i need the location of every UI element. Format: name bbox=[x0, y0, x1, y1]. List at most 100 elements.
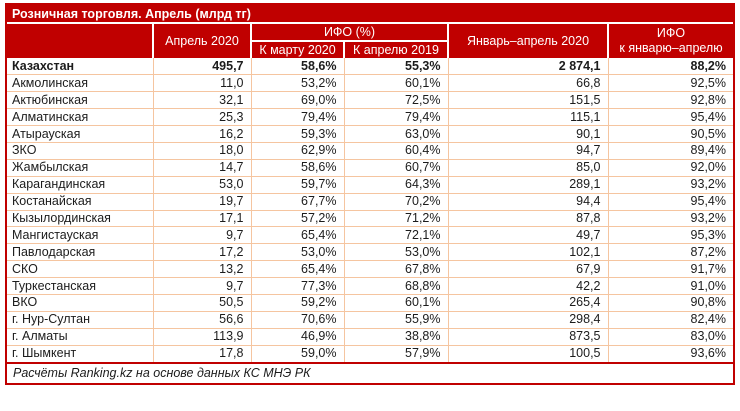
value-cell: 79,4% bbox=[250, 108, 345, 127]
value-cell: 11,0 bbox=[152, 74, 252, 93]
value-cell: 82,4% bbox=[607, 310, 733, 329]
value-cell: 58,6% bbox=[250, 58, 345, 76]
table-row: Павлодарская 17,2 53,0% 53,0% 102,1 87,2% bbox=[7, 243, 733, 262]
value-cell: 67,7% bbox=[250, 192, 345, 211]
region-cell: г. Нур-Султан bbox=[7, 310, 154, 329]
source-note: Расчёты Ranking.kz на основе данных КС М… bbox=[7, 362, 733, 383]
value-cell: 60,4% bbox=[343, 141, 449, 160]
value-cell: 42,2 bbox=[447, 277, 609, 295]
value-cell: 151,5 bbox=[447, 91, 609, 110]
value-cell: 53,0 bbox=[152, 175, 252, 194]
value-cell: 85,0 bbox=[447, 158, 609, 177]
value-cell: 91,7% bbox=[607, 260, 733, 279]
region-cell: Кызылординская bbox=[7, 209, 154, 228]
table-row: г. Шымкент 17,8 59,0% 57,9% 100,5 93,6% bbox=[7, 344, 733, 363]
value-cell: 59,0% bbox=[250, 344, 345, 363]
value-cell: 70,2% bbox=[343, 192, 449, 211]
value-cell: 17,1 bbox=[152, 209, 252, 228]
value-cell: 53,0% bbox=[250, 243, 345, 262]
table-row: Актюбинская 32,1 69,0% 72,5% 151,5 92,8% bbox=[7, 91, 733, 110]
region-cell: Туркестанская bbox=[7, 277, 154, 295]
value-cell: 53,2% bbox=[250, 74, 345, 93]
value-cell: 90,1 bbox=[447, 125, 609, 143]
table-row: Туркестанская 9,7 77,3% 68,8% 42,2 91,0% bbox=[7, 277, 733, 295]
region-cell: Атырауская bbox=[7, 125, 154, 143]
col-header-to-march-2020: К марту 2020 bbox=[251, 41, 345, 58]
value-cell: 17,8 bbox=[152, 344, 252, 363]
value-cell: 32,1 bbox=[152, 91, 252, 110]
region-cell: г. Шымкент bbox=[7, 344, 154, 363]
value-cell: 79,4% bbox=[343, 108, 449, 127]
region-cell: г. Алматы bbox=[7, 327, 154, 346]
region-cell: Актюбинская bbox=[7, 91, 154, 110]
value-cell: 298,4 bbox=[447, 310, 609, 329]
region-cell: ВКО bbox=[7, 293, 154, 312]
value-cell: 62,9% bbox=[250, 141, 345, 160]
value-cell: 60,1% bbox=[343, 293, 449, 312]
region-cell: СКО bbox=[7, 260, 154, 279]
table-header: Апрель 2020 ИФО (%) Январь–апрель 2020 И… bbox=[7, 24, 733, 58]
value-cell: 55,9% bbox=[343, 310, 449, 329]
value-cell: 57,2% bbox=[250, 209, 345, 228]
value-cell: 72,5% bbox=[343, 91, 449, 110]
col-header-ifo-jan-apr: ИФО к январю–апрелю bbox=[608, 24, 733, 58]
value-cell: 115,1 bbox=[447, 108, 609, 127]
value-cell: 59,3% bbox=[250, 125, 345, 143]
col-header-ifo-group: ИФО (%) bbox=[251, 24, 449, 42]
region-cell: Карагандинская bbox=[7, 175, 154, 194]
table-row: Костанайская 19,7 67,7% 70,2% 94,4 95,4% bbox=[7, 192, 733, 211]
value-cell: 113,9 bbox=[152, 327, 252, 346]
value-cell: 58,6% bbox=[250, 158, 345, 177]
value-cell: 102,1 bbox=[447, 243, 609, 262]
region-cell: Мангистауская bbox=[7, 226, 154, 245]
value-cell: 95,4% bbox=[607, 108, 733, 127]
value-cell: 77,3% bbox=[250, 277, 345, 295]
value-cell: 68,8% bbox=[343, 277, 449, 295]
value-cell: 9,7 bbox=[152, 226, 252, 245]
value-cell: 289,1 bbox=[447, 175, 609, 194]
col-header-to-april-2019: К апрелю 2019 bbox=[344, 41, 449, 58]
table-row: Атырауская 16,2 59,3% 63,0% 90,1 90,5% bbox=[7, 125, 733, 143]
col-header-region bbox=[7, 24, 154, 58]
value-cell: 92,0% bbox=[607, 158, 733, 177]
value-cell: 14,7 bbox=[152, 158, 252, 177]
value-cell: 65,4% bbox=[250, 226, 345, 245]
value-cell: 38,8% bbox=[343, 327, 449, 346]
table-row: Мангистауская 9,7 65,4% 72,1% 49,7 95,3% bbox=[7, 226, 733, 245]
region-cell: Жамбылская bbox=[7, 158, 154, 177]
value-cell: 19,7 bbox=[152, 192, 252, 211]
value-cell: 87,2% bbox=[607, 243, 733, 262]
col-header-jan-apr-2020: Январь–апрель 2020 bbox=[448, 24, 609, 58]
table-row: г. Алматы 113,9 46,9% 38,8% 873,5 83,0% bbox=[7, 327, 733, 346]
table-row: Карагандинская 53,0 59,7% 64,3% 289,1 93,2% bbox=[7, 175, 733, 194]
value-cell: 64,3% bbox=[343, 175, 449, 194]
col-header-april-2020: Апрель 2020 bbox=[153, 24, 252, 58]
value-cell: 89,4% bbox=[607, 141, 733, 160]
region-cell: ЗКО bbox=[7, 141, 154, 160]
value-cell: 100,5 bbox=[447, 344, 609, 363]
value-cell: 13,2 bbox=[152, 260, 252, 279]
table-title: Розничная торговля. Апрель (млрд тг) bbox=[7, 5, 733, 24]
value-cell: 50,5 bbox=[152, 293, 252, 312]
value-cell: 56,6 bbox=[152, 310, 252, 329]
table-row: Акмолинская 11,0 53,2% 60,1% 66,8 92,5% bbox=[7, 74, 733, 93]
data-table: Апрель 2020 ИФО (%) Январь–апрель 2020 И… bbox=[7, 24, 733, 363]
value-cell: 67,9 bbox=[447, 260, 609, 279]
table-row: Казахстан 495,7 58,6% 55,3% 2 874,1 88,2% bbox=[7, 58, 733, 76]
table-row: СКО 13,2 65,4% 67,8% 67,9 91,7% bbox=[7, 260, 733, 279]
value-cell: 63,0% bbox=[343, 125, 449, 143]
retail-trade-table: Розничная торговля. Апрель (млрд тг) Апр… bbox=[5, 3, 735, 386]
value-cell: 53,0% bbox=[343, 243, 449, 262]
table-row: г. Нур-Султан 56,6 70,6% 55,9% 298,4 82,4% bbox=[7, 310, 733, 329]
value-cell: 93,2% bbox=[607, 209, 733, 228]
table-row: Алматинская 25,3 79,4% 79,4% 115,1 95,4% bbox=[7, 108, 733, 127]
value-cell: 92,5% bbox=[607, 74, 733, 93]
value-cell: 16,2 bbox=[152, 125, 252, 143]
value-cell: 94,4 bbox=[447, 192, 609, 211]
table-row: ЗКО 18,0 62,9% 60,4% 94,7 89,4% bbox=[7, 141, 733, 160]
value-cell: 873,5 bbox=[447, 327, 609, 346]
table-body: Казахстан 495,7 58,6% 55,3% 2 874,1 88,2% Акмо… bbox=[7, 58, 733, 363]
value-cell: 92,8% bbox=[607, 91, 733, 110]
value-cell: 65,4% bbox=[250, 260, 345, 279]
region-cell: Алматинская bbox=[7, 108, 154, 127]
